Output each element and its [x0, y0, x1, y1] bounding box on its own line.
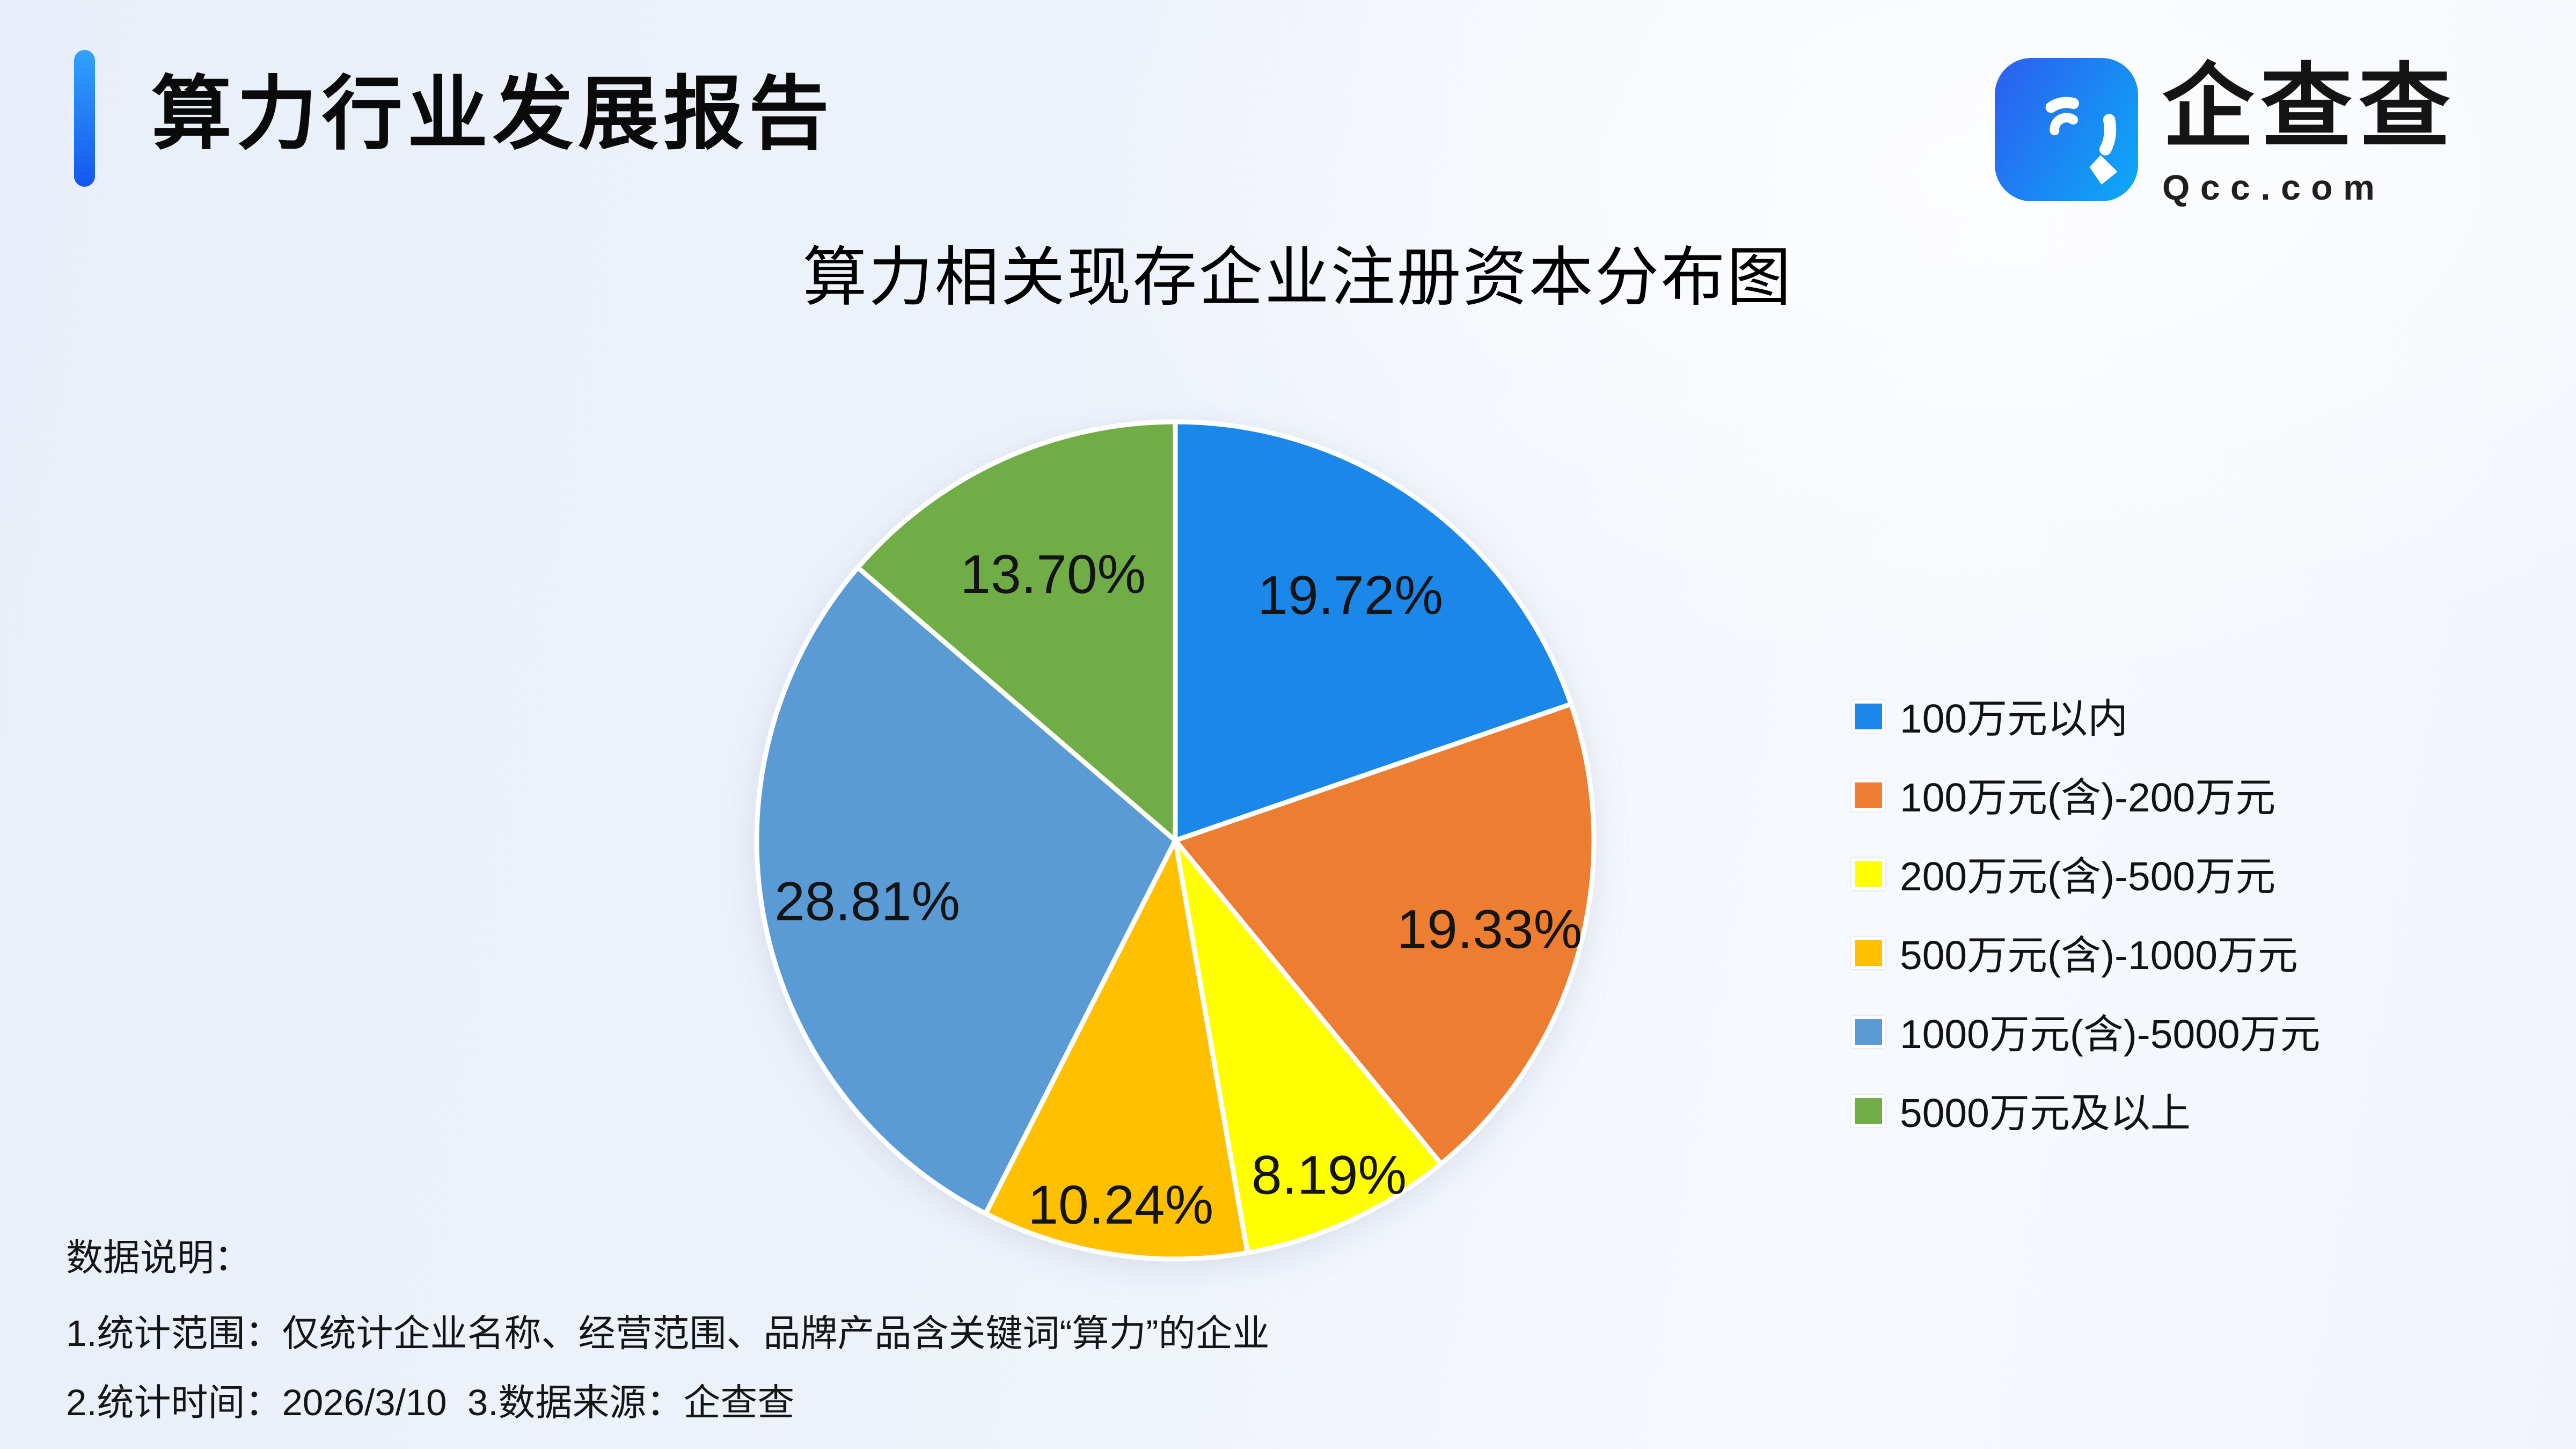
notes-heading: 数据说明： [66, 1236, 251, 1278]
page-title: 算力行业发展报告 [151, 69, 834, 159]
qcc-logo-domain: Qcc.com [2162, 166, 2385, 207]
pie-slice [754, 565, 1178, 1216]
legend-item: 5000万元及以上 [1851, 1085, 2321, 1136]
legend-item: 200万元(含)-500万元 [1851, 848, 2321, 899]
legend-marker [1851, 699, 1885, 732]
legend-item: 500万元(含)-1000万元 [1851, 927, 2321, 978]
pie-slice-label: 8.19% [1252, 1145, 1407, 1206]
qcc-logo-text: 企查查 Qcc.com [2162, 56, 2457, 209]
data-notes: 数据说明： 1.统计范围：仅统计企业名称、经营范围、品牌产品含关键词“算力”的企… [66, 1236, 1270, 1423]
legend-marker [1851, 1015, 1885, 1048]
legend-marker [1851, 1094, 1885, 1126]
chart-title: 算力相关现存企业注册资本分布图 [802, 243, 1793, 314]
pie-slice [855, 419, 1178, 843]
legend-label: 1000万元(含)-5000万元 [1900, 1012, 2321, 1057]
legend-item: 1000万元(含)-5000万元 [1851, 1006, 2321, 1057]
legend-label: 500万元(含)-1000万元 [1900, 933, 2298, 978]
pie-chart: 19.72% 19.33% 8.19% 10.24% 28.81% 13.70% [724, 390, 1626, 1291]
pie-slice [983, 838, 1250, 1262]
qcc-logo-icon [1994, 57, 2139, 202]
legend-item: 100万元(含)-200万元 [1851, 770, 2321, 821]
pie-slice-label: 28.81% [774, 870, 960, 932]
legend-label: 100万元(含)-200万元 [1900, 775, 2276, 821]
legend-marker [1851, 778, 1885, 811]
legend-label: 200万元(含)-500万元 [1900, 854, 2276, 899]
title-accent-bar [74, 50, 95, 187]
pie-slice [1173, 701, 1597, 1167]
notes-line-2: 2.统计时间：2026/3/10 3.数据来源：企查查 [66, 1381, 795, 1423]
legend-label: 100万元以内 [1900, 696, 2128, 742]
legend-marker [1851, 936, 1885, 969]
pie-slice [1173, 838, 1444, 1255]
qcc-logo-company: 企查查 [2162, 56, 2457, 159]
legend-label: 5000万元及以上 [1900, 1091, 2191, 1136]
notes-line-1: 1.统计范围：仅统计企业名称、经营范围、品牌产品含关键词“算力”的企业 [66, 1312, 1270, 1354]
pie-slice-label: 19.72% [1257, 565, 1443, 626]
legend-item: 100万元以内 [1851, 691, 2321, 742]
qcc-logo: 企查查 Qcc.com [1993, 56, 2457, 209]
pie-slice-label: 10.24% [1028, 1174, 1213, 1235]
pie-slice-label: 13.70% [960, 544, 1146, 605]
chart-legend: 100万元以内 100万元(含)-200万元 200万元(含)-500万元 500万元… [1851, 691, 2321, 1136]
pie-slice-label: 19.33% [1396, 899, 1582, 960]
legend-marker [1851, 857, 1885, 890]
